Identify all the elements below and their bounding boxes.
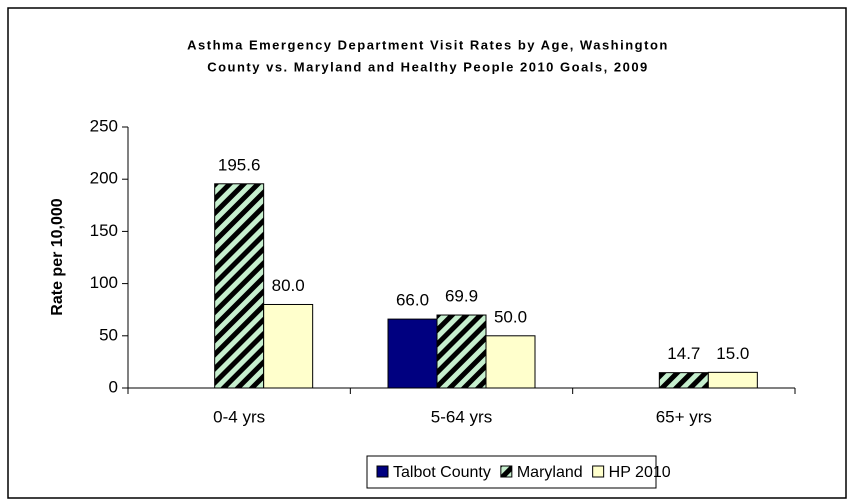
y-tick-label: 250 <box>90 116 118 135</box>
x-tick-label: 0-4 yrs <box>213 407 265 426</box>
x-tick-label: 5-64 yrs <box>431 407 492 426</box>
y-tick-label: 50 <box>99 325 118 344</box>
bar <box>436 314 487 389</box>
y-tick-label: 200 <box>90 169 118 188</box>
legend-label: HP 2010 <box>609 464 671 481</box>
y-axis-title: Rate per 10,000 <box>49 198 66 316</box>
bar <box>214 183 265 389</box>
legend-swatch <box>500 465 513 478</box>
bar <box>707 371 758 389</box>
data-label: 15.0 <box>716 344 749 363</box>
data-label: 80.0 <box>272 276 305 295</box>
data-label: 195.6 <box>218 155 261 174</box>
y-tick-label: 100 <box>90 273 118 292</box>
bar <box>387 318 438 389</box>
chart-title: County vs. Maryland and Healthy People 2… <box>207 59 649 74</box>
bar <box>658 372 709 389</box>
x-tick-label: 65+ yrs <box>656 407 712 426</box>
data-label: 14.7 <box>667 344 700 363</box>
chart-border <box>7 7 847 499</box>
legend: Talbot County Maryland HP 2010 <box>366 455 671 489</box>
legend-swatch <box>592 465 605 478</box>
data-label: 69.9 <box>445 287 478 306</box>
y-tick-label: 150 <box>90 221 118 240</box>
chart-title: Asthma Emergency Department Visit Rates … <box>187 37 669 52</box>
y-tick-label: 0 <box>109 377 118 396</box>
bar <box>263 303 314 389</box>
data-label: 50.0 <box>494 307 527 326</box>
legend-label: Talbot County <box>393 464 491 481</box>
data-label: 66.0 <box>396 291 429 310</box>
bar <box>485 335 536 389</box>
legend-label: Maryland <box>517 464 583 481</box>
legend-swatch <box>376 465 389 478</box>
